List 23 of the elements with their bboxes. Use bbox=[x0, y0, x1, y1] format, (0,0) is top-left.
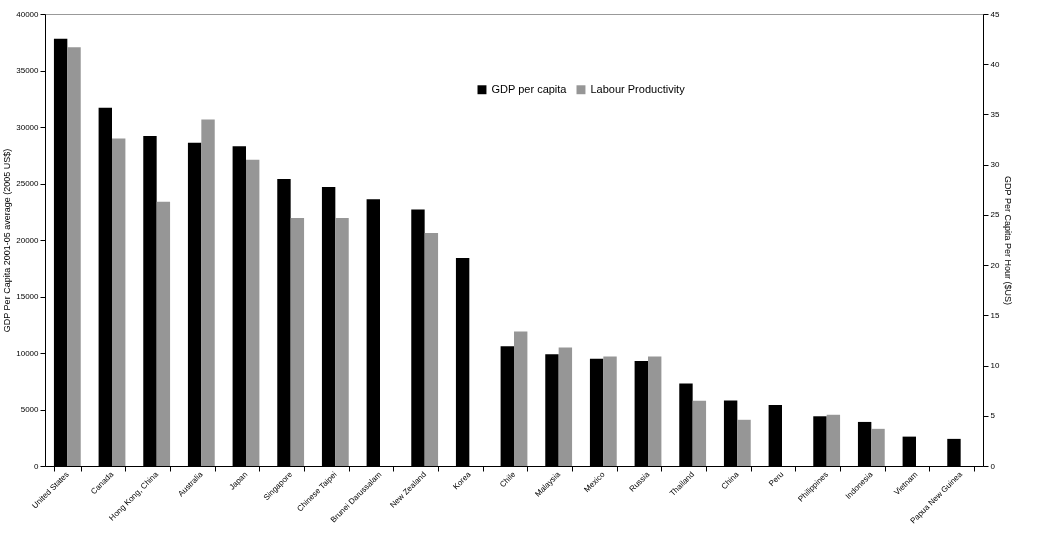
y-tick-label: 10000 bbox=[16, 348, 40, 358]
y-tick-label: 20000 bbox=[16, 235, 40, 245]
y2-tick-label: 30 bbox=[990, 160, 1000, 170]
y-tick-label: 25000 bbox=[16, 179, 40, 188]
y2-tick-label: 35 bbox=[990, 109, 1000, 119]
legend-label: Labour Productivity bbox=[590, 82, 686, 95]
y-tick-label: 5000 bbox=[20, 405, 40, 414]
y2-tick-label: 5 bbox=[990, 411, 996, 421]
y-tick-label: 30000 bbox=[16, 122, 40, 132]
y2-tick-label: 25 bbox=[990, 210, 1000, 220]
y2-tick-label: 15 bbox=[990, 310, 1000, 320]
y2-tick-label: 10 bbox=[990, 361, 1000, 371]
y-tick-label: 0 bbox=[34, 461, 40, 471]
y2-tick-label: 45 bbox=[990, 9, 1000, 19]
y2-tick-label: 20 bbox=[990, 260, 1000, 270]
y2-axis-title: GDP Per Capita Per Hour ($US) bbox=[1003, 176, 1014, 305]
y2-tick-label: 0 bbox=[990, 461, 996, 471]
y-tick-label: 40000 bbox=[16, 9, 40, 19]
y-tick-label: 35000 bbox=[16, 66, 40, 75]
legend-label: GDP per capita bbox=[491, 82, 568, 95]
y-tick-label: 15000 bbox=[16, 292, 40, 301]
y2-tick-label: 40 bbox=[990, 59, 1000, 69]
y-axis-title: GDP Per Capita 2001-05 average (2005 US$) bbox=[2, 148, 13, 333]
